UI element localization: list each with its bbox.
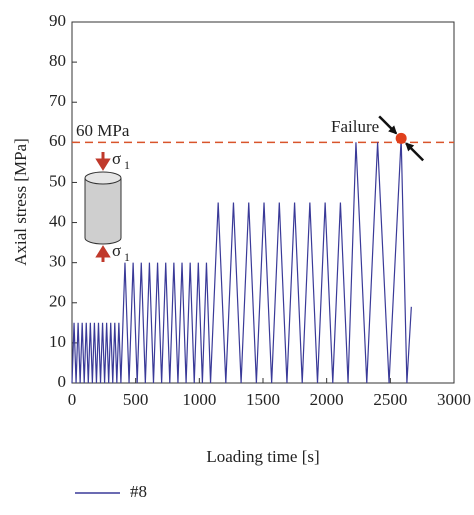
- x-tick-label: 1000: [182, 390, 216, 409]
- reference-label: 60 MPa: [76, 121, 130, 140]
- y-tick-label: 30: [49, 252, 66, 271]
- failure-label: Failure: [331, 117, 379, 136]
- load-symbol: σ: [112, 241, 121, 260]
- failure-arrowhead: [388, 125, 398, 135]
- y-tick-label: 50: [49, 171, 66, 190]
- y-tick-label: 0: [58, 372, 67, 391]
- y-tick-label: 70: [49, 91, 66, 110]
- load-subscript: 1: [124, 158, 130, 172]
- y-tick-label: 10: [49, 332, 66, 351]
- y-tick-label: 20: [49, 292, 66, 311]
- x-axis-label: Loading time [s]: [206, 447, 319, 466]
- plot-frame: [71, 21, 455, 384]
- load-subscript: 1: [124, 250, 130, 264]
- x-tick-label: 2500: [373, 390, 407, 409]
- load-symbol: σ: [112, 149, 121, 168]
- y-axis-label: Axial stress [MPa]: [11, 138, 30, 265]
- specimen-icon: [84, 152, 122, 262]
- x-tick-label: 500: [123, 390, 149, 409]
- y-tick-label: 60: [49, 131, 66, 150]
- x-tick-label: 2000: [310, 390, 344, 409]
- x-tick-label: 1500: [246, 390, 280, 409]
- y-tick-label: 90: [49, 11, 66, 30]
- failure-point: [395, 132, 407, 144]
- x-tick-label: 0: [68, 390, 77, 409]
- y-tick-label: 40: [49, 211, 66, 230]
- failure-arrowhead: [405, 142, 415, 152]
- legend-label: #8: [130, 482, 147, 501]
- y-tick-label: 80: [49, 51, 66, 70]
- data-line: [71, 138, 412, 384]
- x-tick-label: 3000: [437, 390, 471, 409]
